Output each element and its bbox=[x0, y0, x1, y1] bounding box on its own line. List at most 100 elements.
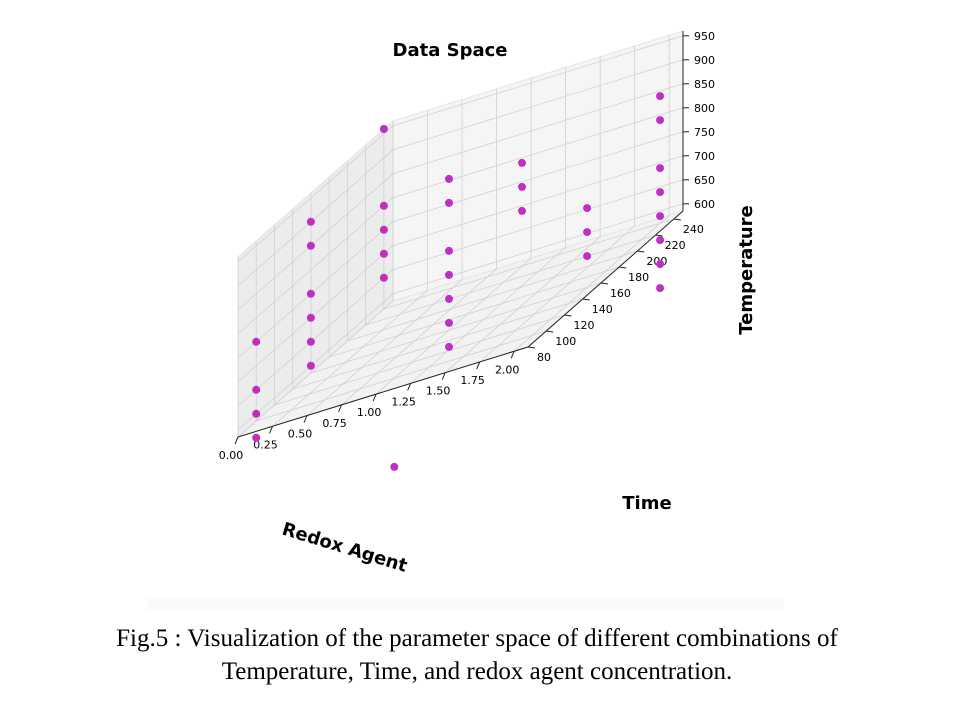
x-tick-label: 1.75 bbox=[460, 374, 485, 387]
data-point bbox=[445, 198, 453, 207]
grid-line bbox=[392, 203, 684, 295]
grid-line bbox=[392, 35, 684, 127]
z-axis-label: Temperature bbox=[736, 205, 757, 334]
data-point bbox=[379, 225, 388, 234]
figure-caption: Fig.5 : Visualization of the parameter s… bbox=[40, 622, 914, 688]
data-point bbox=[445, 246, 453, 255]
y-tick-label: 100 bbox=[555, 335, 576, 348]
grid-line bbox=[256, 330, 547, 422]
y-tick-mark bbox=[673, 218, 681, 221]
y-tick-mark bbox=[564, 314, 572, 317]
x-tick-label: 2.00 bbox=[495, 363, 520, 376]
data-point bbox=[445, 342, 453, 351]
grid-line bbox=[306, 279, 463, 416]
data-point bbox=[518, 158, 526, 167]
grid-line bbox=[410, 247, 566, 384]
grid-line bbox=[329, 266, 620, 358]
data-point bbox=[445, 174, 453, 183]
data-point bbox=[656, 116, 665, 125]
data-point bbox=[518, 206, 526, 215]
y-tick-mark bbox=[619, 266, 627, 269]
y-tick-label: 220 bbox=[665, 239, 686, 252]
data-point bbox=[306, 241, 315, 250]
data-point bbox=[379, 125, 388, 133]
grid-line bbox=[392, 155, 684, 247]
x-tick-mark bbox=[372, 393, 377, 402]
data-point bbox=[379, 201, 388, 210]
x-tick-mark bbox=[407, 383, 412, 391]
y-axis-line bbox=[527, 210, 684, 348]
grid-line bbox=[347, 250, 638, 342]
x-tick-mark bbox=[338, 404, 343, 413]
scatter-3d-chart: 0.00 0.25 0.50 0.75 1.00 1.25 1.50 1.75 2.00 80 10… bbox=[218, 29, 757, 577]
x-tick-label: 0.00 bbox=[219, 449, 244, 462]
z-tick-label: 950 bbox=[694, 30, 715, 43]
data-point bbox=[656, 260, 665, 269]
y-tick-label: 140 bbox=[592, 303, 613, 316]
z-tick-label: 750 bbox=[694, 126, 715, 139]
data-point bbox=[583, 204, 592, 213]
x-tick-label: 1.00 bbox=[357, 406, 382, 419]
data-point bbox=[656, 92, 665, 101]
z-tick-label: 900 bbox=[694, 54, 715, 67]
data-point bbox=[379, 273, 388, 282]
data-point bbox=[445, 318, 453, 327]
grid-line bbox=[392, 131, 684, 223]
caption-line-2: Temperature, Time, and redox agent conce… bbox=[221, 658, 733, 685]
x-tick-mark bbox=[269, 426, 273, 434]
grid-line bbox=[310, 282, 602, 374]
z-tick-label: 850 bbox=[694, 78, 715, 91]
grid-line bbox=[237, 293, 394, 431]
y-tick-mark bbox=[546, 330, 554, 333]
x-tick-label: 0.50 bbox=[288, 428, 313, 441]
y-tick-label: 80 bbox=[537, 351, 551, 364]
x-tick-label: 0.75 bbox=[322, 417, 347, 430]
x-tick-mark bbox=[510, 351, 515, 359]
data-point bbox=[306, 361, 315, 370]
data-point bbox=[306, 289, 315, 298]
data-point bbox=[252, 385, 261, 394]
data-point bbox=[445, 270, 453, 279]
data-point bbox=[656, 164, 665, 173]
grid-line bbox=[274, 314, 565, 406]
y-tick-label: 180 bbox=[628, 271, 649, 284]
grid-line bbox=[237, 149, 394, 287]
grid-line bbox=[237, 245, 394, 383]
grid-line bbox=[392, 107, 684, 199]
x-axis-label: Redox Agent bbox=[280, 519, 410, 577]
data-point bbox=[656, 212, 665, 221]
grid-line bbox=[237, 300, 394, 438]
data-point bbox=[583, 228, 592, 237]
x-tick-mark bbox=[441, 372, 446, 380]
grid-line bbox=[375, 257, 532, 395]
y-tick-label: 160 bbox=[610, 287, 631, 300]
x-tick-mark bbox=[234, 436, 239, 445]
grid-line bbox=[365, 234, 656, 326]
data-point bbox=[252, 433, 261, 442]
data-point bbox=[252, 409, 261, 418]
y-tick-mark bbox=[655, 234, 663, 237]
grid-line bbox=[513, 214, 670, 352]
y-tick-mark bbox=[527, 346, 536, 349]
x-tick-label: 1.25 bbox=[391, 395, 416, 408]
data-point bbox=[583, 252, 592, 261]
chart-title: Data Space bbox=[393, 40, 508, 61]
grid-line bbox=[392, 83, 684, 175]
z-tick-label: 800 bbox=[694, 102, 715, 115]
grid-line bbox=[479, 225, 635, 363]
y-tick-mark bbox=[600, 282, 609, 285]
y-tick-mark bbox=[637, 250, 645, 253]
y-axis-label: Time bbox=[622, 493, 671, 514]
x-tick-mark bbox=[303, 415, 308, 423]
z-tick-label: 600 bbox=[694, 198, 715, 211]
grid-line bbox=[392, 59, 684, 151]
x-tick-mark bbox=[476, 361, 481, 370]
grid-line bbox=[383, 218, 675, 310]
data-point bbox=[445, 294, 453, 303]
data-point bbox=[656, 188, 665, 197]
y-tick-mark bbox=[582, 298, 590, 301]
grid-line bbox=[237, 125, 394, 263]
grid-line bbox=[237, 269, 394, 407]
z-tick-label: 700 bbox=[694, 150, 715, 163]
